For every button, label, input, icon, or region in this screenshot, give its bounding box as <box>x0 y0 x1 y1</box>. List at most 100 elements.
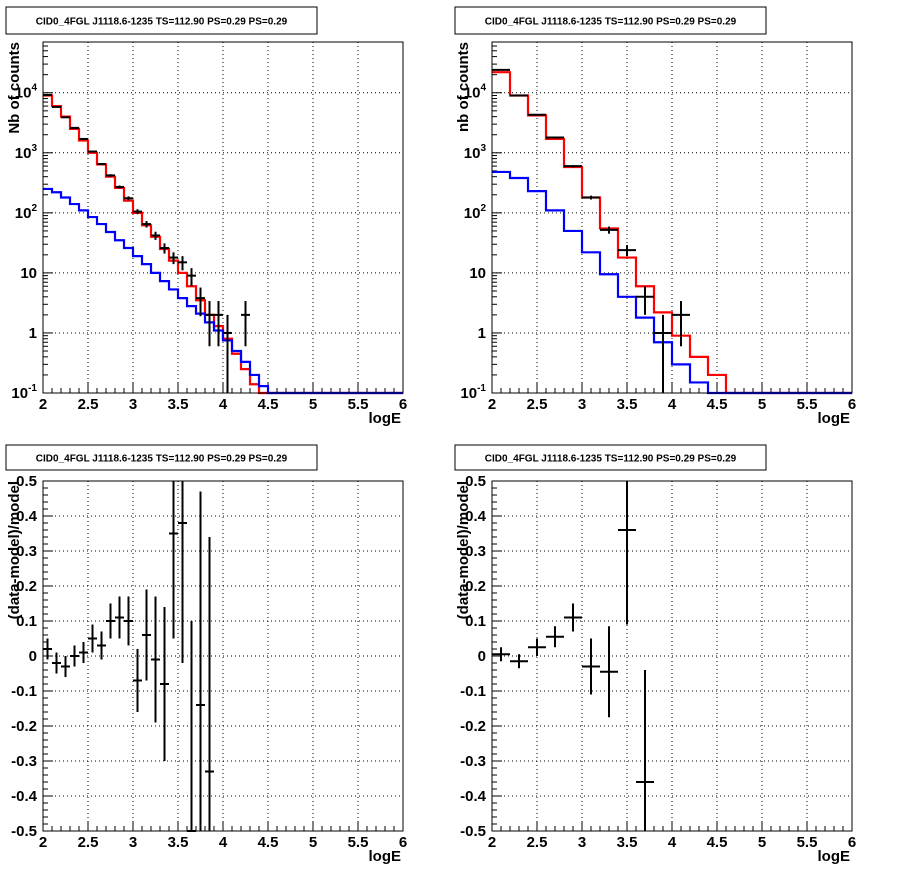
y-tick-label: 0.1 <box>465 613 486 630</box>
data-point <box>124 196 133 201</box>
data-point <box>169 252 178 265</box>
data-point <box>492 647 510 662</box>
y-tick-label: 102 <box>464 203 487 222</box>
data-point <box>115 185 124 189</box>
chart-title: CID0_4FGL J1118.6-1235 TS=112.90 PS=0.29… <box>485 17 737 28</box>
y-tick-label: -0.3 <box>11 753 37 770</box>
x-tick-label: 4.5 <box>707 834 728 851</box>
data-point <box>88 624 97 653</box>
y-tick-label: 10-1 <box>460 383 486 402</box>
y-tick-label: -0.3 <box>460 753 486 770</box>
data-point <box>70 126 79 129</box>
data-point <box>43 638 52 660</box>
y-axis-label: (data-model)/model <box>6 481 23 619</box>
y-tick-label: 1 <box>29 325 37 342</box>
y-tick-label: -0.5 <box>460 823 486 840</box>
title-box <box>454 6 767 35</box>
chart-title: CID0_4FGL J1118.6-1235 TS=112.90 PS=0.29… <box>36 17 288 28</box>
data-point <box>133 649 142 712</box>
x-tick-label: 6 <box>399 396 407 413</box>
y-tick-label: 1 <box>478 325 486 342</box>
y-tick-label: 0.1 <box>16 613 37 630</box>
x-axis-label: logE <box>369 848 402 865</box>
series-line-red <box>43 94 403 395</box>
data-point <box>70 645 79 667</box>
x-tick-label: 4.5 <box>258 834 279 851</box>
data-point <box>160 243 169 254</box>
y-tick-label: 0.3 <box>16 543 37 560</box>
x-tick-label: 5.5 <box>797 834 818 851</box>
data-point <box>61 656 70 677</box>
data-point <box>88 150 97 153</box>
y-tick-label: 0 <box>478 648 486 665</box>
x-tick-label: 6 <box>399 834 407 851</box>
x-tick-label: 5.5 <box>348 396 369 413</box>
data-point <box>124 596 133 646</box>
chart-title: CID0_4FGL J1118.6-1235 TS=112.90 PS=0.29… <box>36 454 288 465</box>
data-point <box>654 314 672 393</box>
x-tick-label: 3 <box>578 834 586 851</box>
data-point <box>564 165 582 168</box>
data-point <box>582 195 600 200</box>
y-axis-label: Nb of counts <box>6 42 23 134</box>
y-tick-label: -0.4 <box>460 788 487 805</box>
data-point <box>97 163 106 166</box>
data-point <box>196 287 205 317</box>
y-tick-label: -0.4 <box>11 788 38 805</box>
y-tick-label: 10-1 <box>11 383 37 402</box>
y-tick-label: 0.2 <box>16 578 37 595</box>
x-tick-label: 5 <box>758 834 766 851</box>
data-point <box>106 603 115 639</box>
chart-tr: 2 2.5 3 3.5 4 4.5 5 5.5 6 10-1 1 10 102 103 104 logE nb … <box>454 6 856 427</box>
data-point <box>241 301 250 347</box>
y-axis-label: nb of counts <box>455 42 472 132</box>
x-tick-label: 3 <box>578 396 586 413</box>
data-point <box>169 481 178 639</box>
x-tick-label: 3.5 <box>168 834 189 851</box>
x-tick-label: 2.5 <box>527 396 548 413</box>
plot-frame <box>42 480 404 832</box>
x-tick-label: 4.5 <box>258 396 279 413</box>
data-point <box>160 607 169 761</box>
y-tick-label: -0.1 <box>11 683 37 700</box>
x-tick-label: 4 <box>668 834 677 851</box>
y-tick-label: 0.2 <box>465 578 486 595</box>
plot-frame <box>491 480 853 832</box>
y-axis-label: (data-model)/model <box>455 481 472 619</box>
x-tick-label: 4 <box>219 834 228 851</box>
y-tick-label: 0.4 <box>16 508 38 525</box>
data-point <box>223 314 232 393</box>
title-box <box>5 6 318 35</box>
data-point <box>52 652 61 674</box>
y-tick-label: 104 <box>464 83 487 102</box>
x-tick-label: 2.5 <box>78 396 99 413</box>
title-box <box>454 444 767 471</box>
x-tick-label: 5 <box>309 396 317 413</box>
x-tick-label: 3.5 <box>168 396 189 413</box>
x-tick-label: 2 <box>39 834 47 851</box>
x-tick-label: 3 <box>129 834 137 851</box>
data-point <box>636 286 654 315</box>
x-tick-label: 2 <box>39 396 47 413</box>
data-point <box>106 174 115 177</box>
data-point <box>205 301 214 347</box>
data-point <box>52 105 61 108</box>
y-tick-label: -0.2 <box>11 718 37 735</box>
y-tick-label: 10 <box>20 265 37 282</box>
plot-frame <box>491 41 853 394</box>
data-point <box>151 596 160 723</box>
data-point <box>61 116 70 119</box>
y-tick-label: 102 <box>15 203 38 222</box>
data-point <box>546 136 564 139</box>
x-tick-label: 2.5 <box>78 834 99 851</box>
chart-tl: 2 2.5 3 3.5 4 4.5 5 5.5 6 10-1 1 10 102 103 104 logE Nb … <box>5 6 407 427</box>
data-point <box>618 245 636 257</box>
title-box <box>5 444 318 471</box>
data-point <box>672 301 690 347</box>
data-point <box>528 638 546 656</box>
data-point <box>178 481 187 663</box>
data-point <box>510 94 528 97</box>
chart-title: CID0_4FGL J1118.6-1235 TS=112.90 PS=0.29… <box>485 454 737 465</box>
y-tick-label: 10 <box>469 265 486 282</box>
